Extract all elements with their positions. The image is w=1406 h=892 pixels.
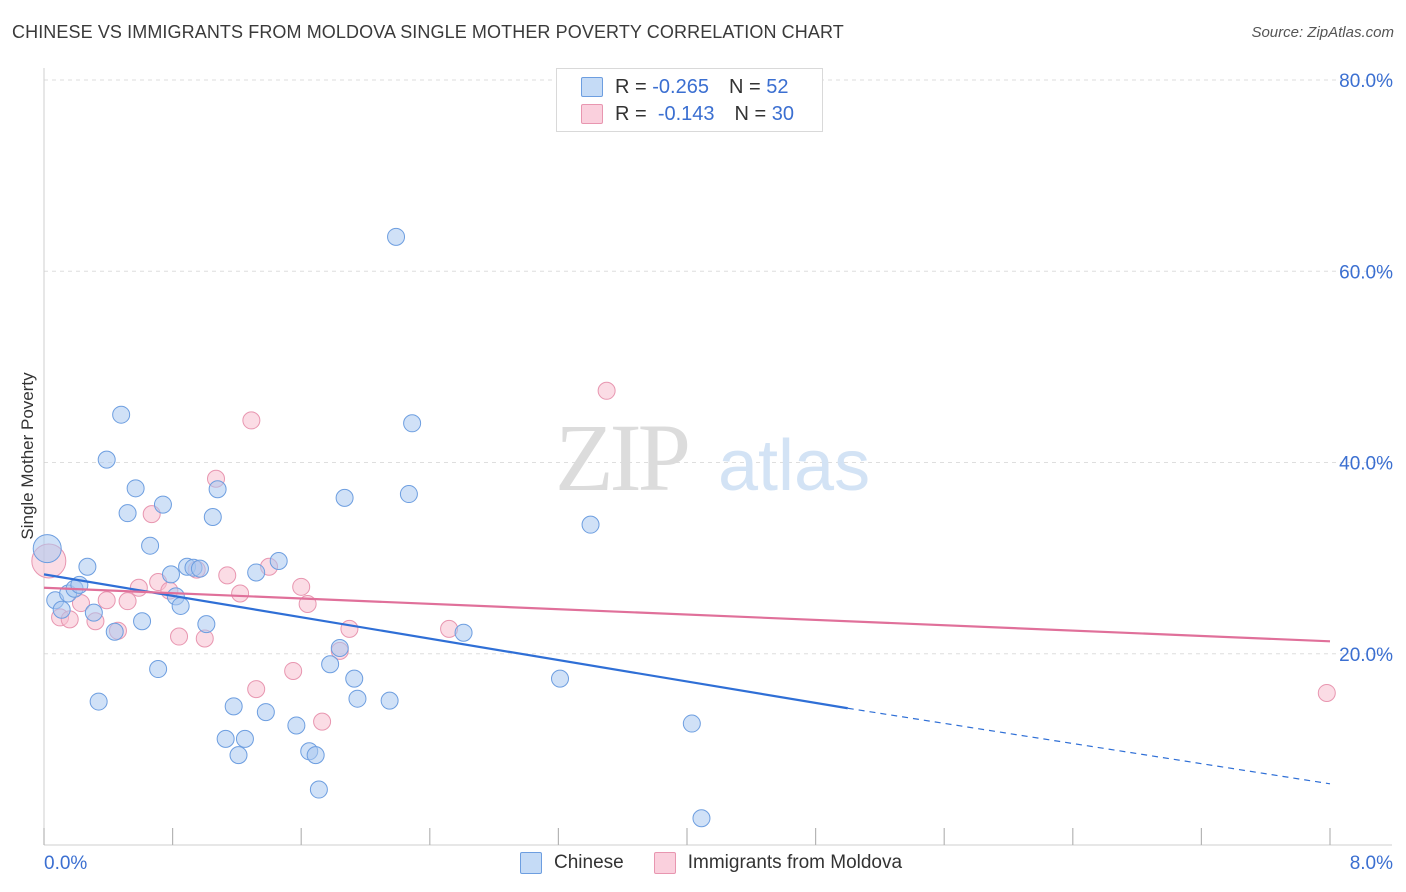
legend-item-chinese: Chinese [520,852,624,874]
data-point-moldova [1317,683,1336,702]
data-point-moldova [242,411,261,430]
series-chinese-points [32,227,711,828]
trend-lines [43,573,1331,785]
y-tick-label: 40.0% [1339,454,1393,475]
r-value: -0.265 [652,75,709,98]
data-point-chinese [197,615,216,634]
data-point-chinese [208,480,227,499]
data-point-chinese [692,809,711,828]
data-point-chinese [321,655,340,674]
data-point-chinese [78,557,97,576]
data-point-chinese [229,746,248,765]
data-point-moldova [247,680,266,699]
data-point-chinese [216,729,235,748]
source-label: Source: ZipAtlas.com [1251,24,1394,41]
data-point-chinese [399,485,418,504]
data-point-chinese [403,414,422,433]
trend-line-chinese-extension [847,707,1331,785]
data-point-chinese [118,504,137,523]
data-point-chinese [309,780,328,799]
data-point-chinese [133,612,152,631]
x-tick-label: 0.0% [44,853,87,874]
data-point-chinese [52,600,71,619]
data-point-chinese [348,689,367,708]
grid-lines [44,79,1392,655]
data-point-chinese [682,714,701,733]
chinese-swatch [581,77,603,97]
data-point-chinese [84,603,103,622]
data-point-chinese [551,669,570,688]
data-point-moldova [97,591,116,610]
data-point-chinese [380,691,399,710]
data-point-chinese [112,405,131,424]
y-tick-label: 20.0% [1339,645,1393,666]
data-point-moldova [284,661,303,680]
y-axis-label: Single Mother Poverty [18,372,37,540]
data-point-moldova [170,627,189,646]
data-point-chinese [105,622,124,641]
data-point-chinese [126,479,145,498]
r-label: R = [615,102,647,125]
watermark-atlas: atlas [718,426,870,506]
legend-item-moldova: Immigrants from Moldova [653,852,903,874]
data-point-chinese [89,692,108,711]
data-point-moldova [597,381,616,400]
data-point-chinese [345,669,364,688]
data-point-chinese [247,563,266,582]
data-point-chinese [149,660,168,679]
watermark: ZIP atlas [555,404,870,511]
watermark-zip: ZIP [555,404,688,511]
stats-row-chinese: R = -0.265 N = 52 [581,75,788,99]
data-point-chinese [387,227,406,246]
data-point-chinese [97,450,116,469]
data-point-chinese [32,534,62,564]
tick-labels: 20.0% 40.0% 60.0% 80.0% 0.0% 8.0% [44,71,1393,874]
r-label: R = [615,75,647,98]
chinese-swatch [520,852,542,874]
data-point-chinese [287,716,306,735]
data-point-chinese [190,559,209,578]
n-label: N = [734,102,767,125]
r-value: -0.143 [657,102,715,125]
data-point-moldova [313,712,332,731]
legend-label-moldova: Immigrants from Moldova [687,852,903,873]
data-point-chinese [335,488,354,507]
moldova-swatch [653,852,676,874]
n-value: 30 [771,102,795,125]
data-point-chinese [235,729,254,748]
data-point-chinese [161,565,180,584]
y-tick-label: 60.0% [1339,262,1393,283]
trend-line-moldova [43,586,1331,643]
data-point-chinese [224,697,243,716]
data-point-moldova [218,566,237,585]
data-point-chinese [203,508,222,527]
data-point-chinese [269,551,288,570]
data-point-moldova [292,577,311,596]
n-label: N = [728,75,761,98]
moldova-swatch [581,104,603,124]
data-point-moldova [118,592,137,611]
data-point-chinese [141,536,160,555]
y-tick-label: 80.0% [1339,71,1393,92]
axes [43,68,1392,846]
stats-row-moldova: R = -0.143 N = 30 [581,102,794,126]
legend-label-chinese: Chinese [554,852,624,873]
data-point-moldova [231,584,250,603]
bottom-legend: Chinese Immigrants from Moldova [520,852,932,874]
chart-title: CHINESE VS IMMIGRANTS FROM MOLDOVA SINGL… [12,22,844,42]
data-point-moldova [129,578,148,597]
n-value: 52 [766,75,789,98]
data-point-chinese [153,495,172,514]
stats-legend: R = -0.265 N = 52 R = -0.143 N = 30 [556,68,823,132]
data-point-chinese [306,746,325,765]
trend-line-chinese [43,573,848,710]
data-point-chinese [581,515,600,534]
x-tick-label: 8.0% [1350,853,1393,874]
data-point-chinese [256,703,275,722]
data-point-chinese [330,639,349,658]
data-point-chinese [171,596,190,615]
data-point-chinese [454,623,473,642]
data-point-moldova [340,619,359,638]
